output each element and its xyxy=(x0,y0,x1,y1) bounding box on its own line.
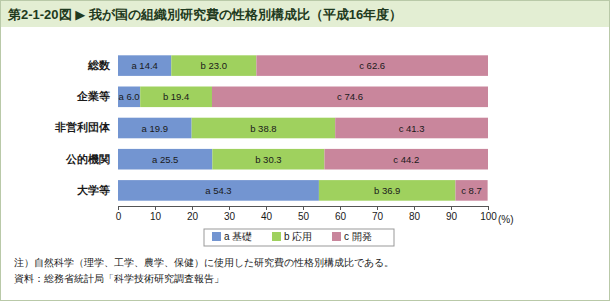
x-tick-label: 40 xyxy=(261,211,273,222)
x-tick-label: 0 xyxy=(116,211,122,222)
x-tick-line xyxy=(229,206,230,210)
legend-label: c 開発 xyxy=(344,231,372,242)
data-labels: a 14.4 a 6.0 a 19.9 a 25.5 a 54.3 b 23.0 b 19.… xyxy=(119,60,482,196)
x-tick-line xyxy=(414,206,415,210)
x-tick-label: 70 xyxy=(372,211,384,222)
legend-label: a 基礎 xyxy=(224,231,252,242)
x-tick: 100 xyxy=(480,206,497,222)
legend-swatch xyxy=(332,232,341,241)
y-tick: 大学等 xyxy=(77,184,118,196)
data-label: b 23.0 xyxy=(201,60,227,71)
x-tick: 60 xyxy=(335,206,347,222)
y-axis: 総数企業等非営利団体公的機関大学等 xyxy=(54,59,118,196)
x-tick: 10 xyxy=(150,206,162,222)
bar-segment xyxy=(118,149,212,170)
bar-segment xyxy=(212,87,488,108)
legend-swatch xyxy=(272,232,281,241)
bars xyxy=(118,55,488,200)
bar-segment xyxy=(324,149,488,170)
bar-segment xyxy=(171,55,256,76)
chart: 第2-1-20図 ▶ 我が国の組織別研究費の性格別構成比（平成16年度） a 14… xyxy=(0,0,610,301)
annotation: 資料：総務省統計局「科学技術研究調査報告」 xyxy=(14,273,224,284)
legend: a 基礎 b 応用 c 開発 xyxy=(204,229,394,246)
data-label: b 30.3 xyxy=(255,154,281,165)
data-label: a 19.9 xyxy=(142,123,168,134)
y-tick-label: 総数 xyxy=(87,59,111,71)
header-bar xyxy=(1,1,609,27)
x-tick-line xyxy=(340,206,341,210)
x-tick-line xyxy=(118,206,119,210)
x-tick-line xyxy=(488,206,489,210)
legend-swatch xyxy=(212,232,221,241)
bar-segment xyxy=(455,180,487,201)
bar-segment xyxy=(118,87,140,108)
x-tick-label: 10 xyxy=(150,211,162,222)
x-tick: 0 xyxy=(116,206,122,222)
y-tick: 総数 xyxy=(87,59,118,71)
x-tick-label: 90 xyxy=(446,211,458,222)
y-tick-label: 企業等 xyxy=(76,90,110,102)
bar-segment xyxy=(319,180,456,201)
x-axis-line xyxy=(119,207,489,211)
x-tick: 40 xyxy=(261,206,273,222)
data-label: a 6.0 xyxy=(119,91,140,102)
data-label: b 19.4 xyxy=(163,91,189,102)
bar-segment xyxy=(212,149,324,170)
legend-label: b 応用 xyxy=(284,231,312,242)
data-label: b 36.9 xyxy=(374,185,400,196)
x-tick-line xyxy=(192,206,193,210)
data-label: b 38.8 xyxy=(250,123,276,134)
x-axis: 0 10 20 30 40 50 60 70 80 90 100 xyxy=(116,206,498,222)
x-tick: 30 xyxy=(224,206,236,222)
data-label: c 8.7 xyxy=(461,185,482,196)
x-tick: 80 xyxy=(409,206,421,222)
annotation: 注）自然科学（理学、工学、農学、保健）に使用した研究費の性格別構成比である。 xyxy=(14,257,394,268)
x-tick-label: 100 xyxy=(480,211,497,222)
x-tick-line xyxy=(266,206,267,210)
x-tick: 90 xyxy=(446,206,458,222)
x-tick-line xyxy=(451,206,452,210)
x-tick-label: 30 xyxy=(224,211,236,222)
x-tick-label: 50 xyxy=(298,211,310,222)
bar-segment xyxy=(118,118,192,139)
x-tick-label: 60 xyxy=(335,211,347,222)
y-tick-label: 非営利団体 xyxy=(54,121,111,133)
x-tick-label: 20 xyxy=(187,211,199,222)
x-tick-line xyxy=(377,206,378,210)
data-label: c 74.6 xyxy=(337,91,363,102)
y-tick: 公的機関 xyxy=(65,153,118,165)
frame xyxy=(1,1,610,301)
x-axis-label: (%) xyxy=(498,214,514,225)
legend-box xyxy=(204,229,394,246)
y-tick: 企業等 xyxy=(76,90,118,102)
data-label: c 44.2 xyxy=(393,154,419,165)
x-tick-line xyxy=(303,206,304,210)
bar-segment xyxy=(140,87,212,108)
y-tick-label: 大学等 xyxy=(77,184,110,196)
data-label: a 14.4 xyxy=(131,60,157,71)
x-tick: 20 xyxy=(187,206,199,222)
bar-segment xyxy=(118,180,319,201)
data-label: a 54.3 xyxy=(205,185,231,196)
x-tick: 50 xyxy=(298,206,310,222)
bar-segment xyxy=(335,118,488,139)
data-label: c 41.3 xyxy=(399,123,425,134)
bar-segment xyxy=(256,55,488,76)
x-tick: 70 xyxy=(372,206,384,222)
data-label: a 25.5 xyxy=(152,154,178,165)
bar-segment xyxy=(118,55,171,76)
x-tick-line xyxy=(155,206,156,210)
y-tick: 非営利団体 xyxy=(54,121,118,133)
y-tick-label: 公的機関 xyxy=(65,153,110,165)
x-tick-label: 80 xyxy=(409,211,421,222)
title: 第2-1-20図 ▶ 我が国の組織別研究費の性格別構成比（平成16年度） xyxy=(7,7,402,22)
data-label: c 62.6 xyxy=(359,60,385,71)
bar-segment xyxy=(192,118,336,139)
